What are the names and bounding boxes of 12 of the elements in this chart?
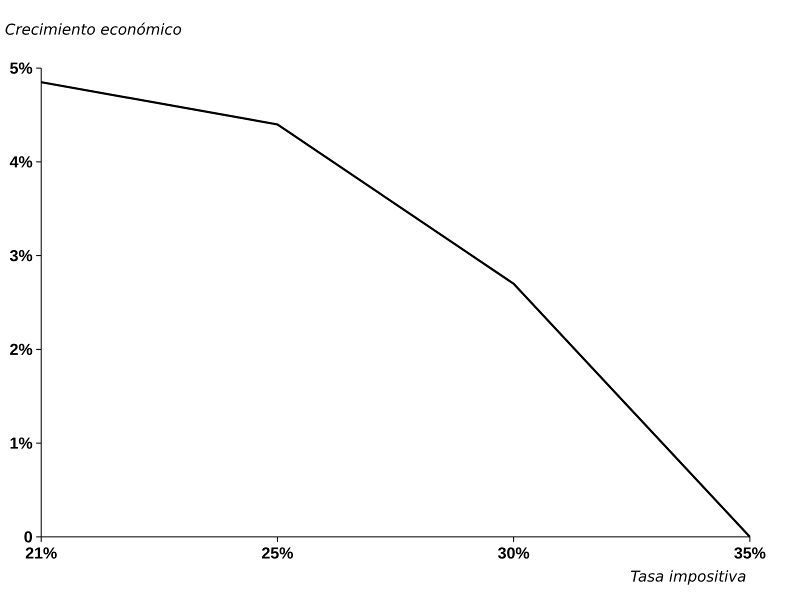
x-tick-label: 21% (26, 547, 57, 559)
y-tick-label: 1% (10, 438, 32, 449)
y-tick-label: 4% (10, 156, 32, 168)
x-tick-label: 25% (262, 547, 293, 559)
y-tick-label: 2% (10, 344, 32, 356)
y-tick-label: 3% (10, 250, 32, 262)
x-tick-label: 35% (734, 547, 766, 559)
y-axis-title: Crecimiento económico (6, 22, 182, 35)
y-tick-label: 0 (24, 531, 32, 543)
x-tick-label: 30% (498, 547, 530, 559)
x-axis-title: Tasa impositiva (631, 570, 746, 585)
y-tick-label: 5% (10, 62, 32, 74)
